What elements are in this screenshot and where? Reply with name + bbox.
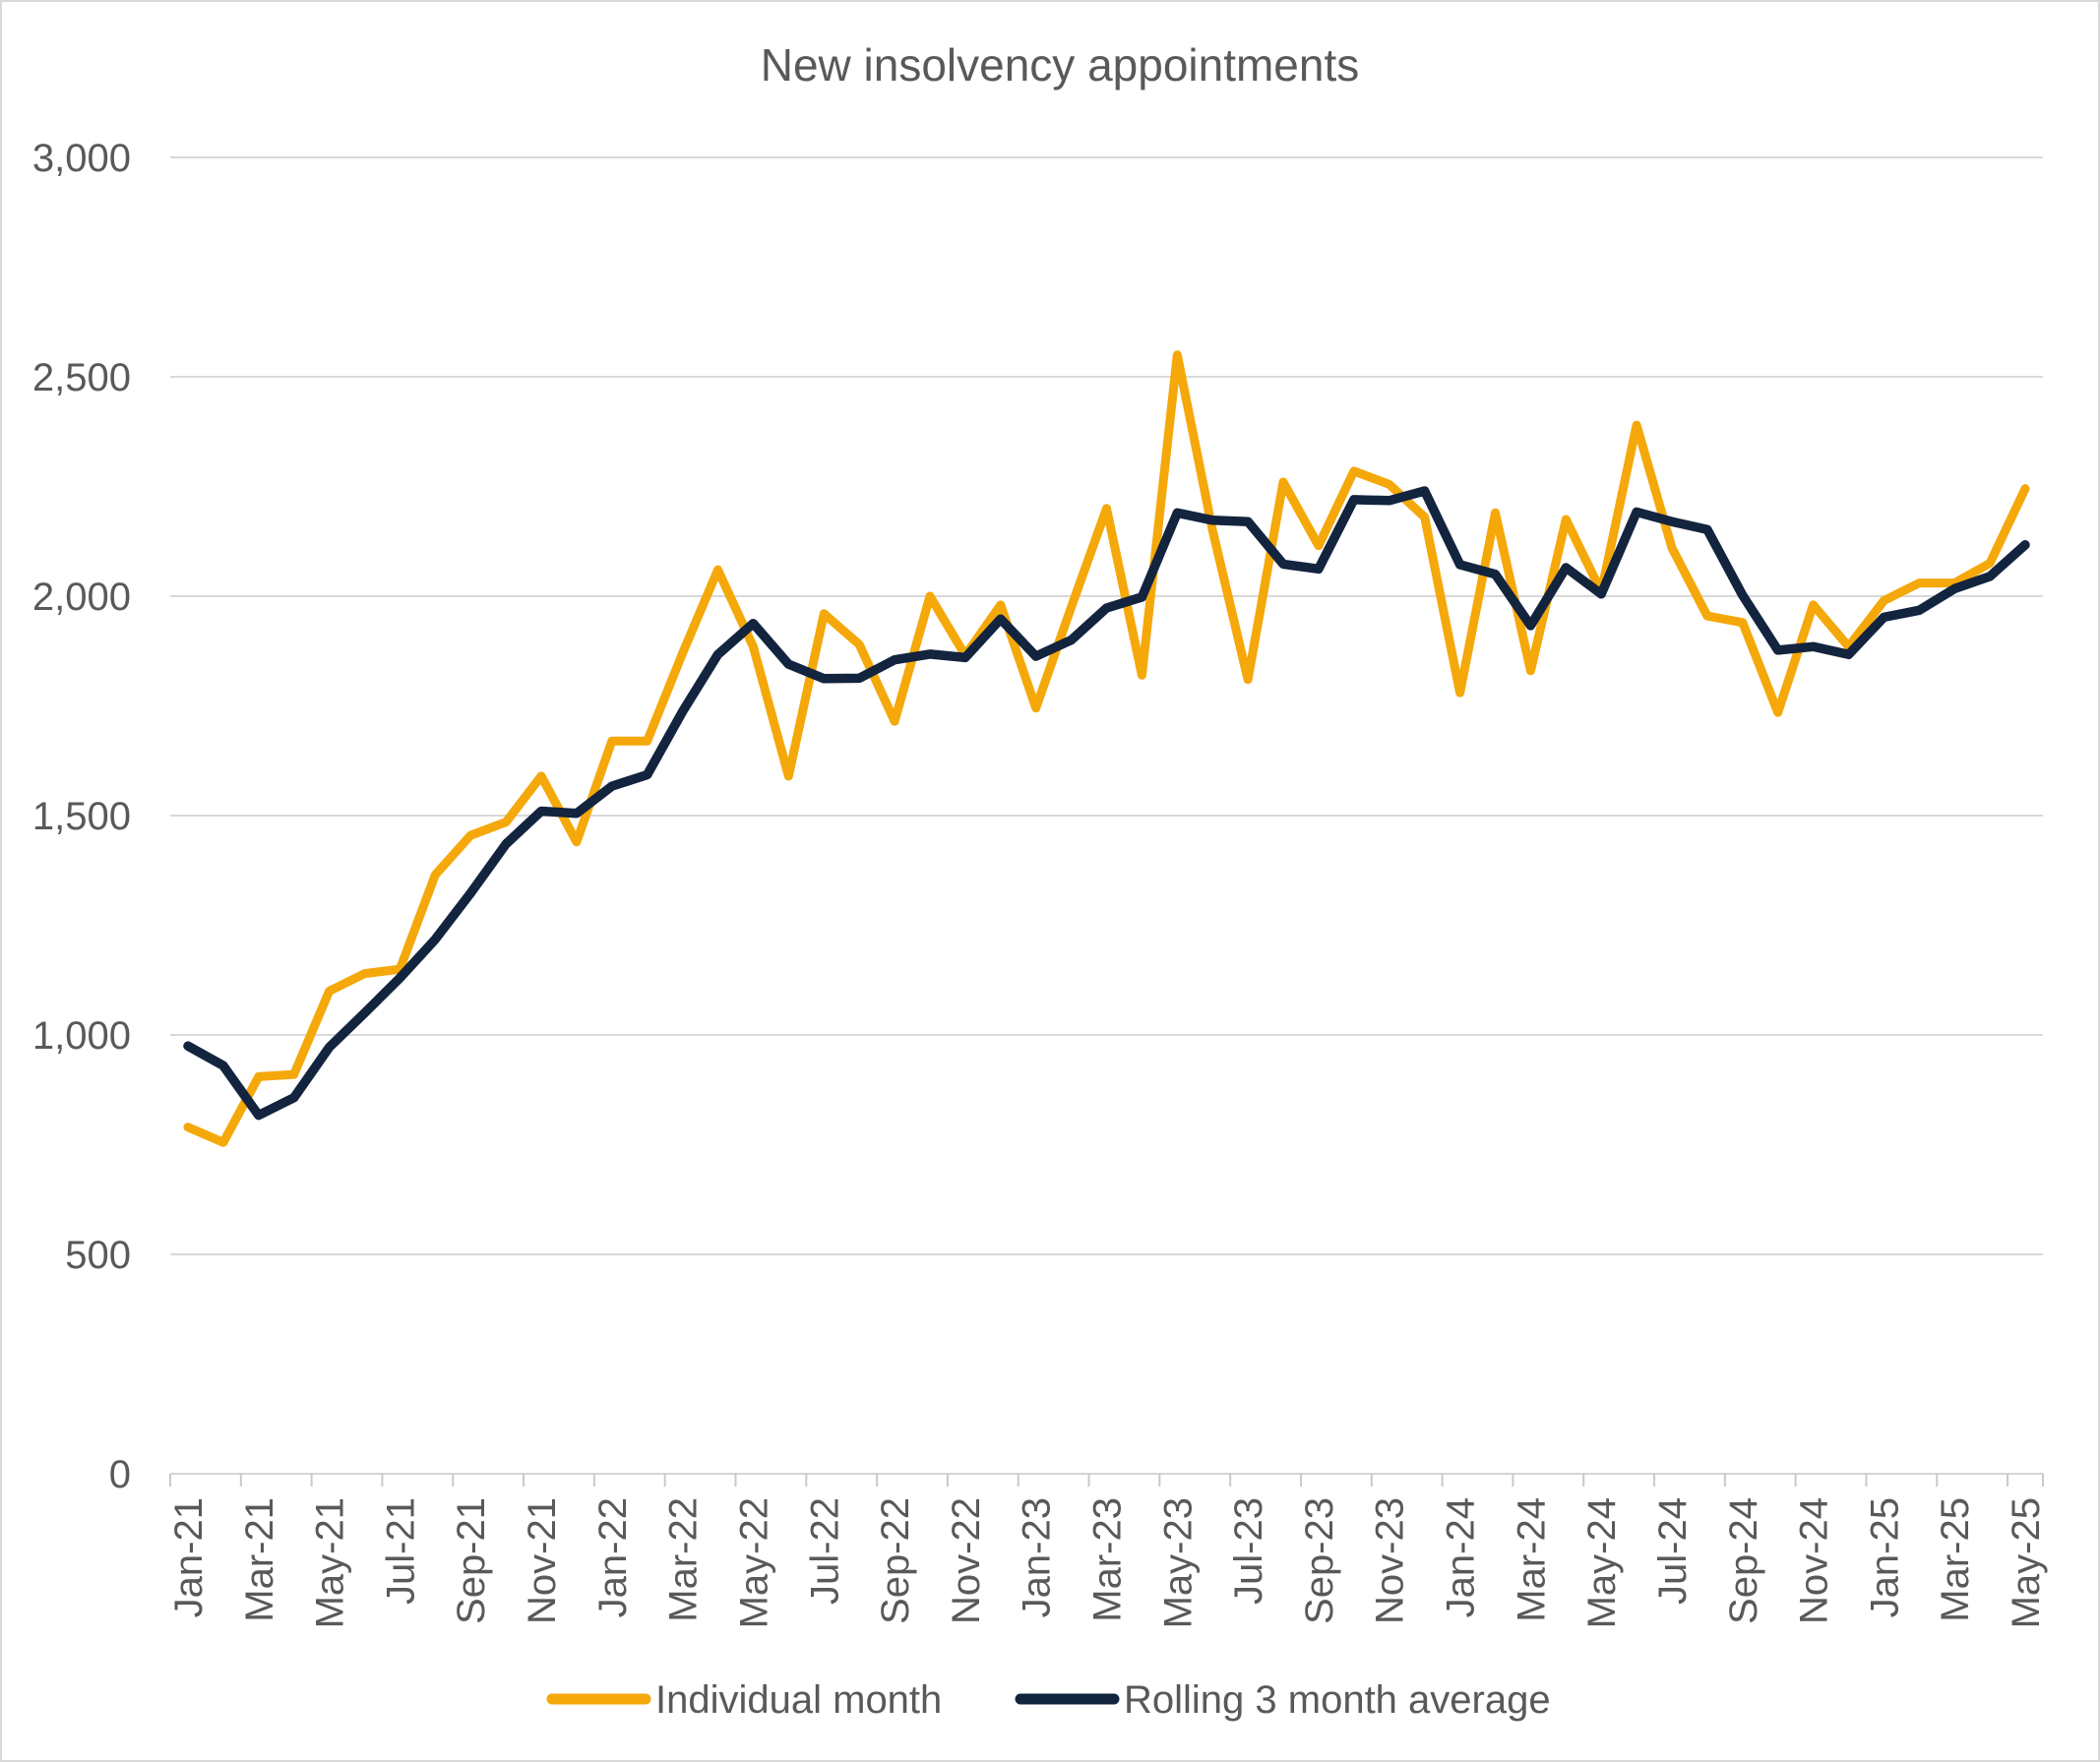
x-axis-label-Jul-23: Jul-23	[1227, 1497, 1270, 1605]
series-lines	[183, 350, 2030, 1147]
x-axis-label-Jan-23: Jan-23	[1016, 1497, 1059, 1617]
x-axis-label-Sep-24: Sep-24	[1722, 1497, 1765, 1624]
x-axis-label-May-23: May-23	[1156, 1497, 1200, 1628]
x-axis-labels: Jan-21 Mar-21 May-21 Jul-21 Sep-21 Nov-21 Jan-…	[167, 1497, 2048, 1628]
x-axis-label-Nov-21: Nov-21	[521, 1497, 564, 1624]
axes	[169, 1473, 2044, 1487]
individual-month-line	[183, 350, 2030, 1147]
legend-label-individual-month: Individual month	[655, 1678, 942, 1722]
x-axis-label-Mar-21: Mar-21	[238, 1497, 281, 1622]
y-axis-label-1500: 1,500	[32, 795, 131, 838]
x-axis-label-May-21: May-21	[309, 1497, 352, 1628]
legend-item-rolling-3-month-average: Rolling 3 month average	[1015, 1678, 1551, 1722]
legend: Individual month Rolling 3 month average	[546, 1678, 1551, 1722]
x-axis-label-Nov-22: Nov-22	[945, 1497, 988, 1624]
x-axis-label-Jul-22: Jul-22	[803, 1497, 846, 1605]
x-axis-label-Nov-23: Nov-23	[1369, 1497, 1412, 1624]
x-axis-label-Sep-22: Sep-22	[874, 1497, 917, 1624]
legend-item-individual-month: Individual month	[546, 1678, 942, 1722]
y-axis-label-0: 0	[109, 1453, 131, 1496]
x-axis-label-May-22: May-22	[732, 1497, 775, 1628]
y-axis-label-3000: 3,000	[32, 137, 131, 180]
x-axis-label-May-24: May-24	[1580, 1497, 1624, 1628]
x-axis-label-Jan-25: Jan-25	[1863, 1497, 1906, 1617]
y-axis-label-1000: 1,000	[32, 1014, 131, 1058]
chart-title: New insolvency appointments	[761, 39, 1360, 91]
y-axis-label-2000: 2,000	[32, 576, 131, 619]
x-axis-label-Jan-21: Jan-21	[167, 1497, 211, 1617]
x-axis-label-Mar-24: Mar-24	[1510, 1497, 1553, 1622]
legend-label-rolling-3-month-average: Rolling 3 month average	[1124, 1678, 1551, 1722]
x-axis-label-Mar-25: Mar-25	[1934, 1497, 1977, 1622]
x-axis-label-Jul-24: Jul-24	[1651, 1497, 1695, 1605]
x-axis-label-Mar-22: Mar-22	[662, 1497, 706, 1622]
y-axis-label-500: 500	[65, 1234, 131, 1277]
x-axis-label-Jan-24: Jan-24	[1440, 1497, 1483, 1617]
x-axis-label-Sep-21: Sep-21	[450, 1497, 493, 1624]
x-axis-label-Nov-24: Nov-24	[1793, 1497, 1836, 1624]
x-axis-label-Jul-21: Jul-21	[379, 1497, 422, 1605]
x-axis-label-Mar-23: Mar-23	[1086, 1497, 1130, 1622]
x-axis-label-Jan-22: Jan-22	[591, 1497, 635, 1617]
y-axis-label-2500: 2,500	[32, 356, 131, 399]
y-axis-labels: 0 500 1,000 1,500 2,000 2,500 3,000	[32, 137, 131, 1496]
x-axis-label-May-25: May-25	[2005, 1497, 2048, 1628]
gridlines	[170, 156, 2043, 1475]
x-axis-label-Sep-23: Sep-23	[1298, 1497, 1341, 1624]
rolling-3-month-average-line	[183, 486, 2030, 1121]
